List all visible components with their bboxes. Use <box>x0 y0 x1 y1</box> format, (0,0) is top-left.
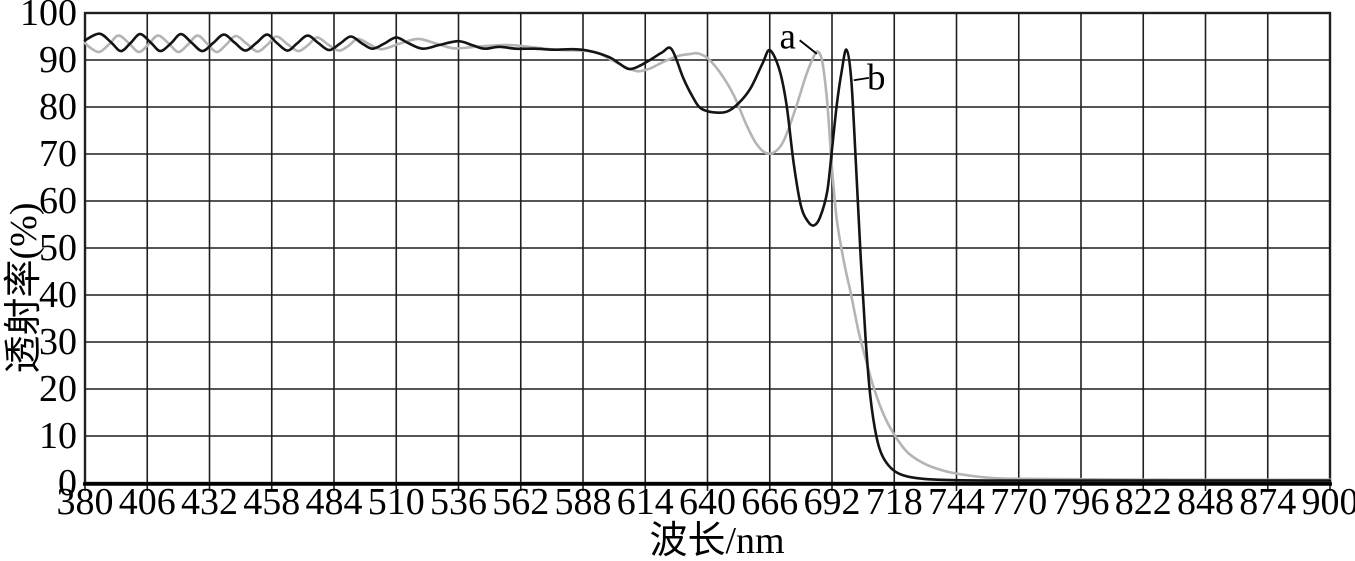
x-tick-label: 718 <box>866 481 923 523</box>
y-tick-label: 80 <box>39 86 77 128</box>
y-tick-label: 70 <box>39 133 77 175</box>
y-tick-label: 30 <box>39 321 77 363</box>
x-tick-label: 900 <box>1302 481 1355 523</box>
x-tick-label: 458 <box>243 481 300 523</box>
x-tick-label: 432 <box>181 481 238 523</box>
x-tick-label: 822 <box>1115 481 1172 523</box>
x-tick-label: 770 <box>990 481 1047 523</box>
curve-b <box>83 32 1332 482</box>
x-tick-label: 744 <box>928 481 985 523</box>
curve-label-b: b <box>867 57 886 98</box>
x-tick-label: 588 <box>555 481 612 523</box>
x-tick-label: 536 <box>430 481 487 523</box>
x-tick-label: 874 <box>1239 481 1296 523</box>
y-tick-label: 20 <box>39 368 77 410</box>
x-tick-label: 796 <box>1053 481 1110 523</box>
x-tick-label: 692 <box>804 481 861 523</box>
y-axis-title: 透射率(%) <box>3 202 45 374</box>
x-tick-label: 380 <box>57 481 114 523</box>
x-tick-label: 666 <box>741 481 798 523</box>
x-axis-title: 波长/nm <box>649 520 785 561</box>
x-tick-label: 510 <box>368 481 425 523</box>
x-tick-label: 562 <box>492 481 549 523</box>
y-tick-label: 100 <box>20 0 77 34</box>
curve-label-a: a <box>779 16 795 57</box>
y-tick-label: 0 <box>58 462 77 504</box>
leader-line-b <box>853 76 870 82</box>
x-tick-label: 614 <box>617 481 674 523</box>
x-tick-label: 484 <box>306 481 363 523</box>
y-tick-label: 60 <box>39 180 77 222</box>
y-tick-label: 90 <box>39 39 77 81</box>
y-tick-label: 10 <box>39 415 77 457</box>
x-tick-label: 848 <box>1177 481 1234 523</box>
x-tick-label: 640 <box>679 481 736 523</box>
y-tick-label: 50 <box>39 227 77 269</box>
x-tick-label: 406 <box>119 481 176 523</box>
y-tick-label: 40 <box>39 274 77 316</box>
leader-line-a <box>799 39 818 55</box>
